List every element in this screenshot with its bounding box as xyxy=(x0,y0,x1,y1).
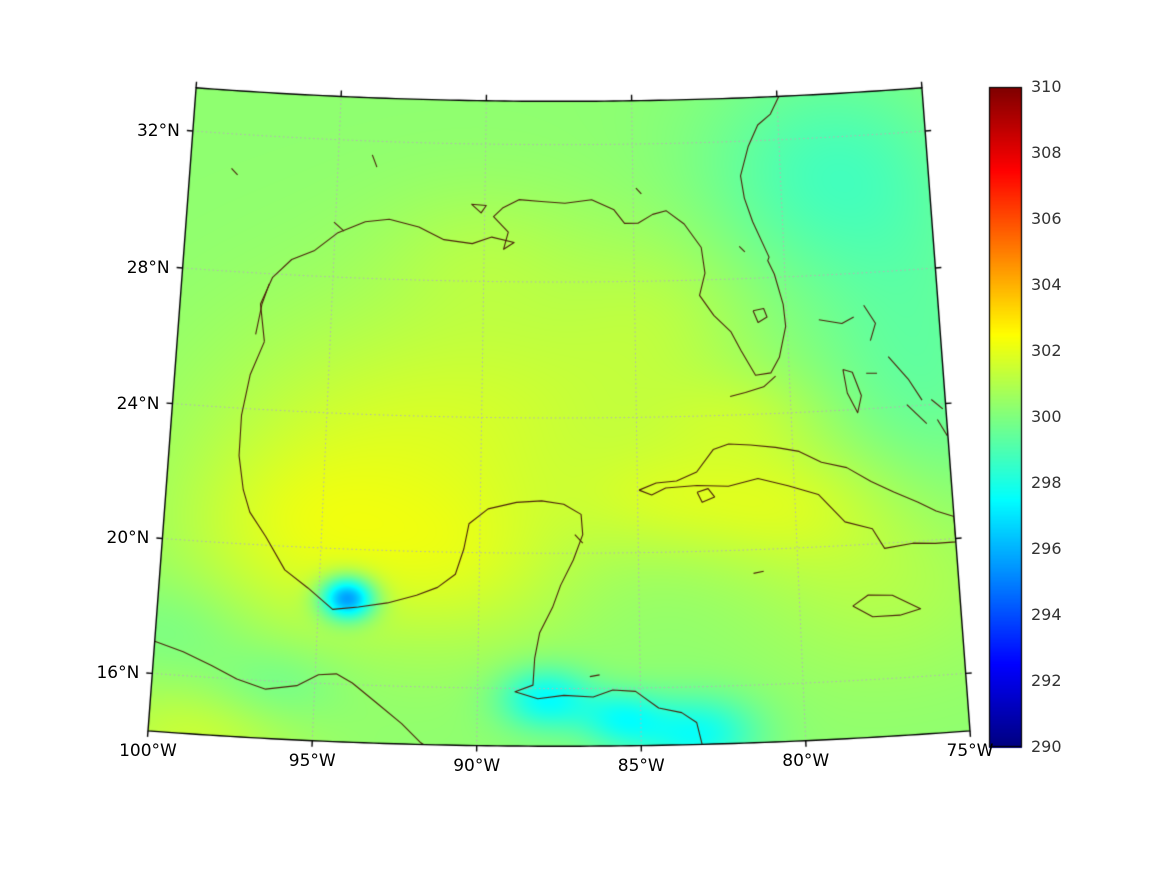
colorbar-tick-label: 290 xyxy=(1031,737,1062,756)
latitude-tick-label: 28°N xyxy=(126,257,170,278)
latitude-tick-label: 24°N xyxy=(116,393,160,414)
colorbar-tick-label: 306 xyxy=(1031,209,1062,228)
longitude-tick-label: 75°W xyxy=(946,740,994,761)
colorbar-tick-label: 304 xyxy=(1031,275,1062,294)
longitude-tick-label: 95°W xyxy=(288,750,336,771)
colorbar-tick-label: 292 xyxy=(1031,671,1062,690)
colorbar-tick-label: 294 xyxy=(1031,605,1062,624)
colorbar-tick-label: 310 xyxy=(1031,77,1062,96)
longitude-tick-label: 90°W xyxy=(453,755,501,776)
longitude-tick-label: 100°W xyxy=(119,740,177,761)
colorbar-tick-label: 308 xyxy=(1031,143,1062,162)
latitude-tick-label: 16°N xyxy=(96,663,140,684)
colorbar-tick-label: 296 xyxy=(1031,539,1062,558)
latitude-tick-label: 32°N xyxy=(136,120,180,141)
colorbar-tick-label: 298 xyxy=(1031,473,1062,492)
latitude-tick-label: 20°N xyxy=(106,528,150,549)
colorbar-tick-label: 300 xyxy=(1031,407,1062,426)
longitude-tick-label: 85°W xyxy=(617,755,665,776)
longitude-tick-label: 80°W xyxy=(782,750,830,771)
colorbar-tick-label: 302 xyxy=(1031,341,1062,360)
